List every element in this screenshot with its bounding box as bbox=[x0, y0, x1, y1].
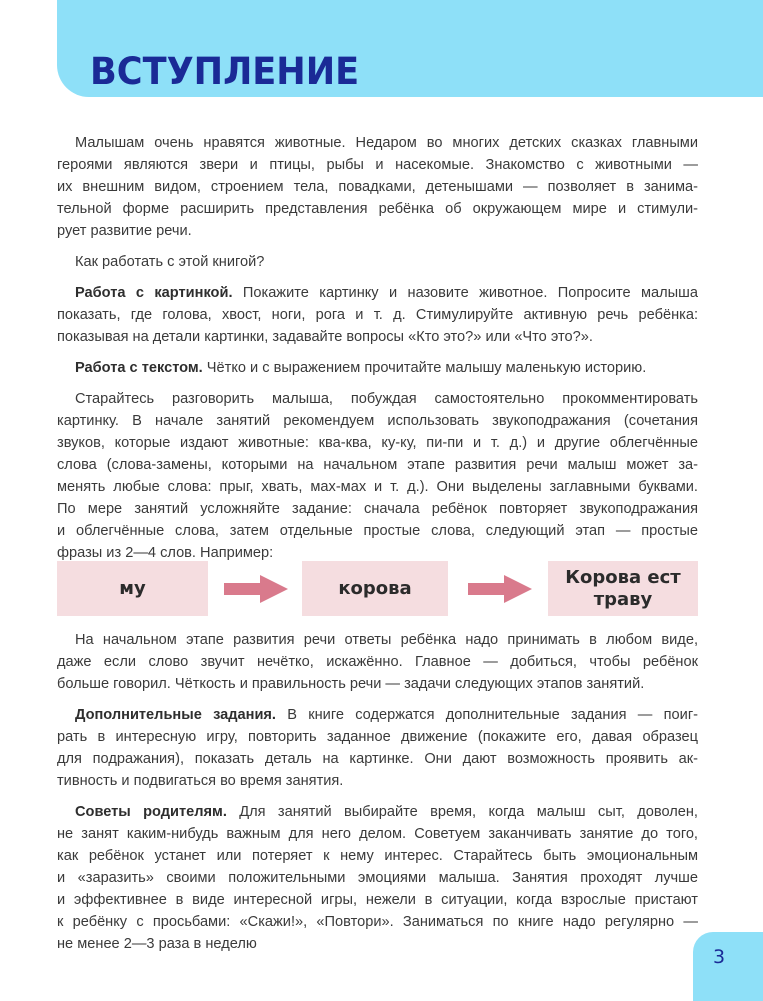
text-line: и облегчённые слова, затем отдельные про… bbox=[57, 520, 698, 542]
text-line: Дополнительные задания. В книге содержат… bbox=[57, 704, 698, 726]
paragraph: Старайтесь разговорить малыша, побуждая … bbox=[57, 388, 698, 564]
page-number: 3 bbox=[713, 946, 726, 968]
text-line: На начальном этапе развития речи ответы … bbox=[57, 629, 698, 651]
text-span: звуков, которые издают животные: ква-ква… bbox=[57, 435, 698, 451]
text-span: Чётко и с выражением прочитайте малышу м… bbox=[202, 360, 647, 376]
text-line: слова (слова-замены, которыми на начальн… bbox=[57, 454, 698, 476]
text-line: Работа с картинкой. Покажите картинку и … bbox=[57, 282, 698, 304]
text-span: Как работать с этой книгой? bbox=[75, 254, 265, 270]
arrow-right-icon bbox=[224, 575, 288, 603]
text-span: для подражания), показать деталь на карт… bbox=[57, 751, 698, 767]
text-span: картинку. В начале занятий рекомендуем и… bbox=[57, 413, 698, 429]
page-number-tab: 3 bbox=[693, 932, 763, 1001]
text-line: звуков, которые издают животные: ква-ква… bbox=[57, 432, 698, 454]
paragraph: Работа с картинкой. Покажите картинку и … bbox=[57, 282, 698, 348]
text-line: тельной форме расширить представления ре… bbox=[57, 198, 698, 220]
example-step-3: Корова ест траву bbox=[548, 561, 698, 616]
text-span: и эффективнее в виде интересной игры, не… bbox=[57, 892, 698, 908]
text-line: Работа с текстом. Чётко и с выражением п… bbox=[57, 357, 698, 379]
text-span: как ребёнок устанет или потеряет к нему … bbox=[57, 848, 698, 864]
text-line: как ребёнок устанет или потеряет к нему … bbox=[57, 845, 698, 867]
text-line: показывая на детали картинки, задавайте … bbox=[57, 326, 698, 348]
text-span: не менее 2—3 раза в неделю bbox=[57, 936, 257, 952]
text-line: рует развитие речи. bbox=[57, 220, 698, 242]
text-span: тивность и подвигаться во время занятия. bbox=[57, 773, 344, 789]
text-span: даже если слово звучит нечётко, искажённ… bbox=[57, 654, 698, 670]
intro-text-bottom: На начальном этапе развития речи ответы … bbox=[57, 629, 698, 964]
text-line: не менее 2—3 раза в неделю bbox=[57, 933, 698, 955]
arrow-right-icon bbox=[468, 575, 532, 603]
paragraph-lead: Работа с текстом. bbox=[75, 360, 203, 376]
paragraph: Дополнительные задания. В книге содержат… bbox=[57, 704, 698, 792]
text-span: тельной форме расширить представления ре… bbox=[57, 201, 698, 217]
text-span: Малышам очень нравятся животные. Недаром… bbox=[75, 135, 698, 151]
example-step-1: му bbox=[57, 561, 208, 616]
text-line: Старайтесь разговорить малыша, побуждая … bbox=[57, 388, 698, 410]
text-line: не занят каким-нибудь важным для него де… bbox=[57, 823, 698, 845]
text-span: показывая на детали картинки, задавайте … bbox=[57, 329, 593, 345]
text-line: тивность и подвигаться во время занятия. bbox=[57, 770, 698, 792]
text-span: Покажите картинку и назовите животное. П… bbox=[232, 285, 698, 301]
text-span: фразы из 2—4 слов. Например: bbox=[57, 545, 274, 561]
text-line: больше говорил. Чёткость и правильность … bbox=[57, 673, 698, 695]
paragraph: Советы родителям. Для занятий выбирайте … bbox=[57, 801, 698, 955]
text-span: менять любые слова: прыг, хвать, мах-мах… bbox=[57, 479, 698, 495]
paragraph-lead: Работа с картинкой. bbox=[75, 285, 233, 301]
text-line: для подражания), показать деталь на карт… bbox=[57, 748, 698, 770]
text-line: Малышам очень нравятся животные. Недаром… bbox=[57, 132, 698, 154]
text-line: героями являются звери и птицы, рыбы и н… bbox=[57, 154, 698, 176]
header-banner bbox=[57, 0, 763, 97]
paragraph: Как работать с этой книгой? bbox=[57, 251, 698, 273]
text-span: По мере занятий усложняйте задание: снач… bbox=[57, 501, 698, 517]
text-line: Как работать с этой книгой? bbox=[57, 251, 698, 273]
text-line: даже если слово звучит нечётко, искажённ… bbox=[57, 651, 698, 673]
text-span: На начальном этапе развития речи ответы … bbox=[75, 632, 698, 648]
text-span: больше говорил. Чёткость и правильность … bbox=[57, 676, 645, 692]
paragraph-lead: Дополнительные задания. bbox=[75, 707, 276, 723]
text-line: и «заразить» своими положительными эмоци… bbox=[57, 867, 698, 889]
text-line: По мере занятий усложняйте задание: снач… bbox=[57, 498, 698, 520]
intro-text-top: Малышам очень нравятся животные. Недаром… bbox=[57, 132, 698, 573]
text-span: и «заразить» своими положительными эмоци… bbox=[57, 870, 698, 886]
text-line: Советы родителям. Для занятий выбирайте … bbox=[57, 801, 698, 823]
text-line: рать в интересную игру, повторить заданн… bbox=[57, 726, 698, 748]
text-line: показать, где голова, хвост, ноги, рога … bbox=[57, 304, 698, 326]
text-span: показать, где голова, хвост, ноги, рога … bbox=[57, 307, 698, 323]
text-span: Для занятий выбирайте время, когда малыш… bbox=[226, 804, 698, 820]
text-line: менять любые слова: прыг, хвать, мах-мах… bbox=[57, 476, 698, 498]
text-line: и эффективнее в виде интересной игры, не… bbox=[57, 889, 698, 911]
page-title: ВСТУПЛЕНИЕ bbox=[90, 50, 360, 93]
text-span: слова (слова-замены, которыми на начальн… bbox=[57, 457, 698, 473]
text-span: Старайтесь разговорить малыша, побуждая … bbox=[75, 391, 698, 407]
paragraph: На начальном этапе развития речи ответы … bbox=[57, 629, 698, 695]
text-line: картинку. В начале занятий рекомендуем и… bbox=[57, 410, 698, 432]
text-line: к ребёнку с просьбами: «Скажи!», «Повтор… bbox=[57, 911, 698, 933]
example-step-2: корова bbox=[302, 561, 448, 616]
text-line: фразы из 2—4 слов. Например: bbox=[57, 542, 698, 564]
paragraph: Малышам очень нравятся животные. Недаром… bbox=[57, 132, 698, 242]
text-span: рует развитие речи. bbox=[57, 223, 192, 239]
paragraph-lead: Советы родителям. bbox=[75, 804, 227, 820]
text-span: В книге содержатся дополнительные задани… bbox=[275, 707, 698, 723]
text-span: к ребёнку с просьбами: «Скажи!», «Повтор… bbox=[57, 914, 698, 930]
text-span: не занят каким-нибудь важным для него де… bbox=[57, 826, 698, 842]
text-span: их внешним видом, строением тела, повадк… bbox=[57, 179, 698, 195]
text-span: героями являются звери и птицы, рыбы и н… bbox=[57, 157, 698, 173]
text-span: рать в интересную игру, повторить заданн… bbox=[57, 729, 698, 745]
text-span: и облегчённые слова, затем отдельные про… bbox=[57, 523, 698, 539]
paragraph: Работа с текстом. Чётко и с выражением п… bbox=[57, 357, 698, 379]
text-line: их внешним видом, строением тела, повадк… bbox=[57, 176, 698, 198]
